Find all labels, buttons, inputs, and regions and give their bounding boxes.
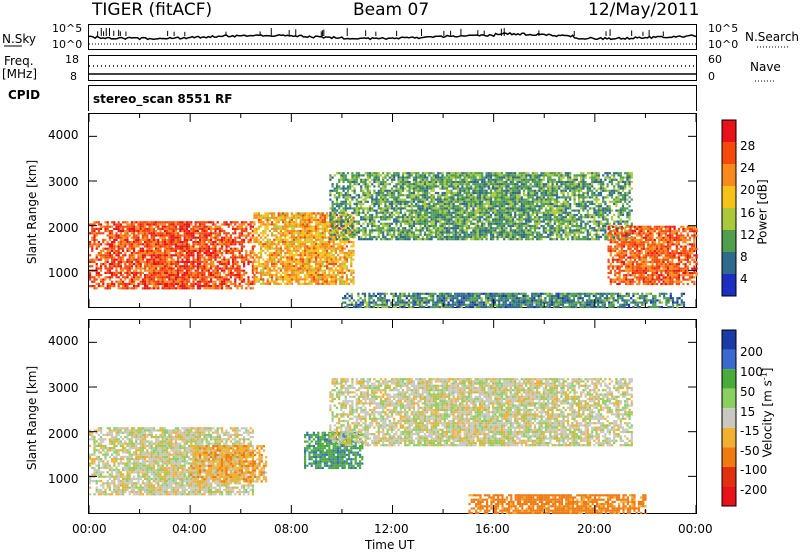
velocity-ytick-1000: 1000 <box>48 472 79 486</box>
power-ytick-4000: 4000 <box>48 128 79 142</box>
velocity-colorbar-seg-4 <box>722 408 736 428</box>
nsearch-label: N.Search <box>745 30 800 44</box>
power-region-0 <box>89 221 254 290</box>
nave-label: Nave <box>750 60 781 74</box>
velocity-cb-15: 15 <box>740 405 756 419</box>
noise-right-bottom: 10^0 <box>708 38 739 51</box>
velocity-colorbar-seg-5 <box>722 427 736 448</box>
power-cb-16: 16 <box>740 206 756 220</box>
velocity-colorbar-seg-0 <box>722 330 736 350</box>
velocity-cb-100: 100 <box>740 365 763 379</box>
noise-sky-line <box>89 31 697 41</box>
power-cb-28: 28 <box>740 139 756 153</box>
xaxis-label: Time UT <box>365 538 415 552</box>
xtick-0: 00:00 <box>72 522 107 536</box>
power-cb-4: 4 <box>740 272 748 286</box>
freq-right-bottom: 0 <box>708 70 715 83</box>
radar-title: TIGER (fitACF) <box>92 0 213 20</box>
power-colorbar-seg-6 <box>722 252 736 274</box>
mhz-label: [MHz] <box>2 67 38 81</box>
power-colorbar-seg-4 <box>722 208 736 230</box>
power-ytick-2000: 2000 <box>48 221 79 235</box>
velocity-colorbar-seg-6 <box>722 447 736 467</box>
velocity-cb-m100: -100 <box>740 463 768 477</box>
power-colorbar-seg-1 <box>722 142 736 164</box>
power-colorbar-seg-2 <box>722 164 736 186</box>
velocity-colorbar-seg-7 <box>722 466 736 487</box>
freq-left-top: 18 <box>65 53 79 66</box>
freq-left-bottom: 8 <box>70 70 77 83</box>
noise-right-top: 10^5 <box>708 22 739 35</box>
velocity-region-4 <box>468 494 647 514</box>
power-colorbar-seg-0 <box>722 120 736 142</box>
freq-panel <box>88 55 697 81</box>
velocity-colorbar-seg-8 <box>722 486 736 506</box>
velocity-region-3 <box>329 378 633 447</box>
velocity-cb-m50: -50 <box>740 444 760 458</box>
velocity-ytick-4000: 4000 <box>48 334 79 348</box>
power-region-4 <box>341 292 686 309</box>
xtick-16: 16:00 <box>475 522 510 536</box>
freq-label: Freq. <box>4 54 34 68</box>
power-colorbar-seg-5 <box>722 230 736 252</box>
power-cb-20: 20 <box>740 183 756 197</box>
cpid-panel <box>88 85 697 111</box>
cpid-text: stereo_scan 8551 RF <box>93 92 233 106</box>
velocity-ytick-2000: 2000 <box>48 427 79 441</box>
xtick-12: 12:00 <box>374 522 409 536</box>
noise-left-bottom: 10^0 <box>52 38 83 51</box>
beam-title: Beam 07 <box>353 0 430 20</box>
noise-left-top: 10^5 <box>52 22 83 35</box>
velocity-region-1 <box>190 445 268 483</box>
xtick-8: 08:00 <box>274 522 309 536</box>
power-cb-12: 12 <box>740 228 756 242</box>
power-ytick-3000: 3000 <box>48 175 79 189</box>
velocity-colorbar-seg-3 <box>722 388 736 409</box>
velocity-colorbar-seg-2 <box>722 369 736 389</box>
power-colorbar-frame <box>721 119 737 297</box>
power-cb-8: 8 <box>740 250 748 264</box>
freq-right-top: 60 <box>708 53 722 66</box>
velocity-cb-50: 50 <box>740 385 756 399</box>
power-region-3 <box>607 225 698 286</box>
xtick-4: 04:00 <box>172 522 207 536</box>
power-colorbar-seg-3 <box>722 186 736 208</box>
xtick-24: 00:00 <box>678 522 713 536</box>
power-cb-24: 24 <box>740 161 756 175</box>
velocity-ytick-3000: 3000 <box>48 381 79 395</box>
velocity-cb-200: 200 <box>740 345 763 359</box>
date-title: 12/May/2011 <box>588 0 700 20</box>
xtick-20: 20:00 <box>577 522 612 536</box>
power-ytick-1000: 1000 <box>48 266 79 280</box>
power-colorbar-seg-7 <box>722 274 736 296</box>
velocity-cb-m200: -200 <box>740 483 768 497</box>
nsky-label: N.Sky <box>2 32 37 46</box>
power-region-2 <box>329 172 633 241</box>
velocity-colorbar-seg-1 <box>722 349 736 370</box>
cpid-label: CPID <box>8 88 41 102</box>
velocity-cb-m15: -15 <box>740 424 760 438</box>
velocity-colorbar-frame <box>721 329 737 507</box>
